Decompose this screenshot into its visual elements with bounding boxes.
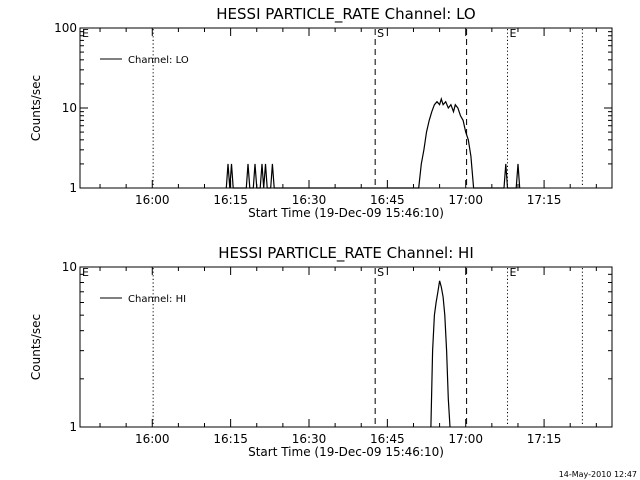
x-tick-label: 16:00 (135, 193, 170, 207)
x-tick-label: 16:45 (370, 432, 405, 446)
legend-entry: Channel: HI (128, 294, 186, 305)
marker-label: S (377, 266, 384, 279)
x-tick-label: 16:30 (292, 193, 327, 207)
chart-title: HESSI PARTICLE_RATE Channel: HI (218, 244, 474, 263)
footer-timestamp: 14-May-2010 12:47 (559, 470, 637, 479)
panel-lo: HESSI PARTICLE_RATE Channel: LO 16:00 16:1… (29, 5, 613, 220)
plot-frame (79, 266, 613, 428)
y-tick-label: 10 (62, 260, 77, 274)
x-tick-label: 16:00 (135, 432, 170, 446)
marker-label: E (82, 266, 89, 279)
x-tick-label: 16:15 (213, 193, 248, 207)
y-tick-label: 10 (62, 101, 77, 115)
y-tick-label: 1 (69, 420, 77, 434)
marker-label: E (82, 27, 89, 40)
y-tick-label: 1 (69, 181, 77, 195)
plot-frame (79, 27, 613, 189)
y-axis-label: Counts/sec (29, 314, 43, 380)
y-axis-label: Counts/sec (29, 75, 43, 141)
marker-label: E (510, 266, 517, 279)
legend-entry: Channel: LO (128, 55, 189, 66)
y-tick-label: 100 (54, 21, 77, 35)
x-tick-label: 16:30 (292, 432, 327, 446)
series-line (225, 96, 521, 189)
panel-hi: HESSI PARTICLE_RATE Channel: HI 16:00 16:1… (29, 244, 613, 459)
x-tick-label: 16:45 (370, 193, 405, 207)
series-line (430, 280, 451, 428)
x-tick-label: 17:00 (448, 432, 483, 446)
chart-title: HESSI PARTICLE_RATE Channel: LO (216, 5, 475, 24)
x-tick-label: 17:15 (527, 193, 562, 207)
x-tick-label: 17:00 (448, 193, 483, 207)
x-tick-label: 17:15 (527, 432, 562, 446)
marker-label: E (510, 27, 517, 40)
marker-label: S (377, 27, 384, 40)
x-tick-label: 16:15 (213, 432, 248, 446)
x-axis-label: Start Time (19-Dec-09 15:46:10) (248, 445, 444, 459)
x-axis-label: Start Time (19-Dec-09 15:46:10) (248, 206, 444, 220)
